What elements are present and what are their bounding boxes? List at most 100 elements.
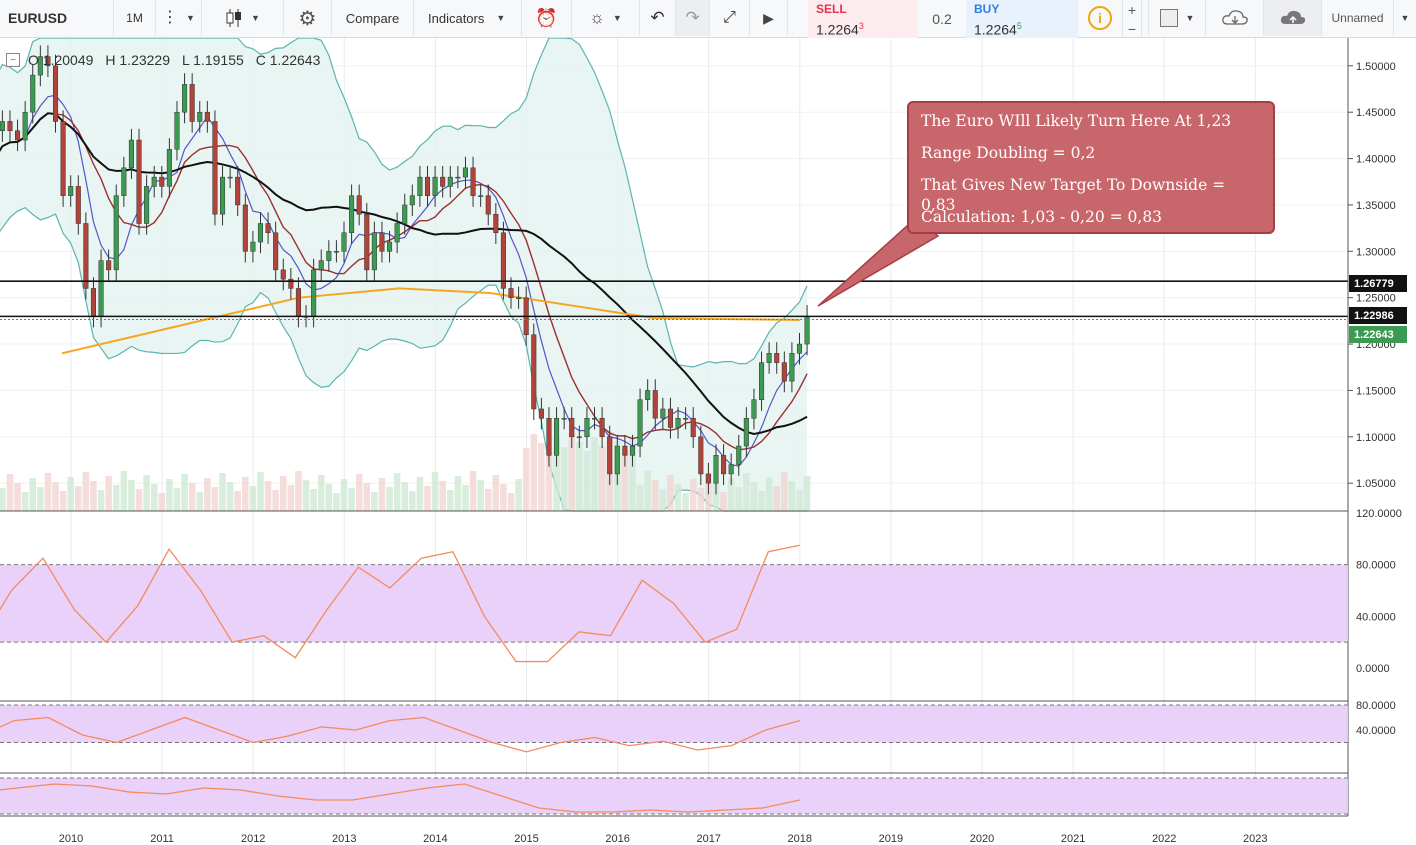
volume-bar xyxy=(424,486,431,511)
volume-bar xyxy=(447,490,454,511)
candle-body xyxy=(470,167,476,196)
candle-body xyxy=(326,251,332,261)
candle-body xyxy=(0,121,5,131)
volume-bar xyxy=(659,489,667,511)
gear-icon: ⚙ xyxy=(298,7,317,30)
chart-area[interactable]: 2010 2011 2012 2013 2014 2015 2016 2017 2018 2019… xyxy=(0,38,1416,845)
oscillator-axis-label: 80.0000 xyxy=(1356,560,1396,572)
volume-bar xyxy=(234,491,241,511)
volume-bar xyxy=(462,485,469,511)
volume-bar xyxy=(105,476,112,511)
color-square-button[interactable]: ▼ xyxy=(1148,0,1206,36)
x-axis-label: 2017 xyxy=(696,833,720,845)
candle-body xyxy=(121,167,127,196)
candle-body xyxy=(576,436,582,439)
minus-icon[interactable]: − xyxy=(1127,20,1137,37)
volume-bar xyxy=(667,475,674,511)
candle-body xyxy=(789,353,795,382)
candle-body xyxy=(569,418,575,438)
volume-bar xyxy=(492,475,500,511)
annotation-line: The Euro WIll Likely Turn Here At 1,23 xyxy=(921,112,1232,130)
buy-price: 1.22645 xyxy=(974,16,1078,40)
candle-body xyxy=(197,111,203,122)
alert-button[interactable]: ⏰ xyxy=(522,0,572,36)
candle-body xyxy=(242,204,248,252)
symbol-button[interactable]: EURUSD xyxy=(0,0,114,36)
redo-button[interactable]: ↷ xyxy=(676,0,710,36)
volume-bar xyxy=(97,490,105,511)
sell-button[interactable]: SELL 1.22643 xyxy=(808,0,918,38)
volume-bar xyxy=(317,475,325,511)
buy-label: BUY xyxy=(974,2,1000,16)
chart-type-button[interactable]: ▼ xyxy=(202,0,284,36)
collapse-legend-icon[interactable]: − xyxy=(6,53,20,67)
volume-bar xyxy=(727,478,735,511)
candle-body xyxy=(622,445,628,456)
price-axis-label: 1.35000 xyxy=(1356,200,1396,212)
candle-body xyxy=(182,84,188,113)
buy-button[interactable]: BUY 1.22645 xyxy=(966,0,1078,38)
chart-canvas[interactable]: 2010 2011 2012 2013 2014 2015 2016 2017 2018 2019… xyxy=(0,38,1416,845)
indicators-button[interactable]: Indicators ▼ xyxy=(414,0,522,36)
chevron-down-icon: ▼ xyxy=(612,13,622,23)
volume-bar xyxy=(507,493,515,511)
save-layout-button[interactable] xyxy=(1264,0,1322,36)
x-axis-label: 2015 xyxy=(514,833,538,845)
candle-body xyxy=(356,195,362,215)
info-icon[interactable]: i xyxy=(1088,6,1112,30)
cloud-upload-icon xyxy=(1280,10,1305,24)
volume-bar xyxy=(287,485,295,511)
candle-body xyxy=(52,65,59,122)
candle-body xyxy=(136,139,142,224)
annotation-callout[interactable]: The Euro WIll Likely Turn Here At 1,23 R… xyxy=(907,101,1275,234)
alert-clock-icon: ⏰ xyxy=(535,7,558,28)
interval-label: 1M xyxy=(126,11,143,25)
replay-button[interactable]: ▶ xyxy=(750,0,788,36)
candle-body xyxy=(743,418,749,447)
x-axis-label: 2022 xyxy=(1152,833,1176,845)
candle-body xyxy=(257,223,264,243)
candle-body xyxy=(409,195,415,206)
fullscreen-button[interactable]: ⤢ xyxy=(710,0,750,36)
ideas-button[interactable]: ☼ ▼ xyxy=(572,0,640,36)
plus-icon[interactable]: + xyxy=(1127,1,1137,18)
interval-button[interactable]: 1M xyxy=(114,0,156,36)
oscillator-axis-label: 0.0000 xyxy=(1356,663,1390,675)
compare-button[interactable]: Compare xyxy=(332,0,414,36)
settings-button[interactable]: ⚙ xyxy=(284,0,332,36)
volume-bar xyxy=(484,489,492,511)
quantity-stepper[interactable]: + − xyxy=(1122,0,1142,38)
candle-body xyxy=(759,362,765,400)
undo-button[interactable]: ↶ xyxy=(640,0,676,36)
volume-bar xyxy=(386,487,393,511)
interval-menu-button[interactable]: ⋮ ▼ xyxy=(156,0,202,36)
candle-body xyxy=(7,121,13,131)
candle-body xyxy=(68,186,74,196)
candle-body xyxy=(531,334,537,410)
volume-bar xyxy=(14,483,21,511)
volume-bar xyxy=(781,472,788,511)
price-tag-level-mid: 1.22986 xyxy=(1349,307,1407,324)
oscillator-band xyxy=(0,705,1348,743)
volume-bar xyxy=(636,485,644,511)
volume-bar xyxy=(401,482,409,511)
candle-body xyxy=(159,176,165,187)
candle-body xyxy=(98,260,104,317)
candle-body xyxy=(804,315,810,345)
candle-body xyxy=(561,418,567,420)
volume-bar xyxy=(674,484,682,511)
load-layout-button[interactable] xyxy=(1206,0,1264,36)
sell-price-pip: 3 xyxy=(858,21,864,31)
candle-body xyxy=(728,464,734,475)
x-axis-label: 2019 xyxy=(879,833,903,845)
candle-body xyxy=(371,232,377,271)
play-icon: ▶ xyxy=(763,9,774,26)
x-axis-label: 2013 xyxy=(332,833,356,845)
volume-bar xyxy=(788,481,796,511)
volume-bar xyxy=(689,479,697,511)
layout-menu-button[interactable]: ▼ xyxy=(1394,0,1416,36)
layout-name-button[interactable]: Unnamed xyxy=(1322,0,1394,36)
candle-body xyxy=(713,455,719,484)
chevron-down-icon: ▼ xyxy=(251,13,260,23)
candle-body xyxy=(751,399,757,419)
